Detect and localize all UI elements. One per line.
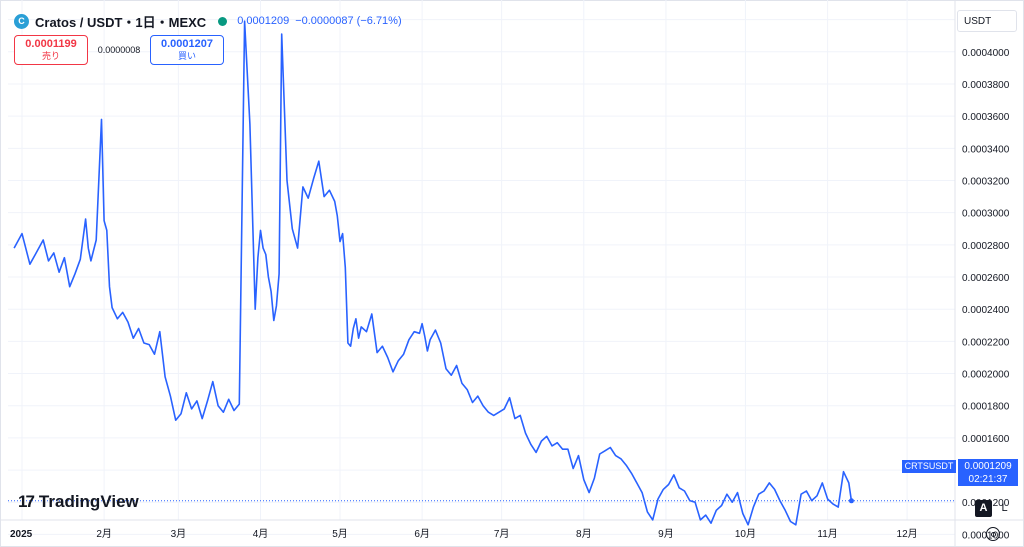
y-tick-label: 0.0002800 <box>962 241 1010 252</box>
buy-price: 0.0001207 <box>161 38 213 50</box>
bar-countdown: 02:21:37 <box>968 474 1008 485</box>
y-tick-label: 0.0003800 <box>962 80 1010 91</box>
cratos-coin-icon: C <box>14 13 29 29</box>
symbol-price-label: CRTSUSDT <box>902 460 956 473</box>
log-scale-button[interactable]: L <box>1001 502 1008 514</box>
x-tick-label: 6月 <box>414 528 430 540</box>
sell-button[interactable]: 0.0001199 売り <box>14 35 88 65</box>
last-price: 0.0001209 <box>237 15 290 27</box>
y-tick-label: 0.0001000 <box>962 530 1010 541</box>
y-tick-label: 0.0003600 <box>962 112 1010 123</box>
y-tick-label: 0.0002600 <box>962 273 1010 284</box>
y-tick-label: 0.0003000 <box>962 209 1010 220</box>
spread-value: 0.0000008 <box>97 45 141 55</box>
currency-selector[interactable]: USDT <box>957 10 1017 32</box>
x-tick-label: 3月 <box>171 528 187 540</box>
auto-scale-button[interactable]: A <box>975 500 992 517</box>
last-price-point <box>848 498 854 504</box>
y-tick-label: 0.0001800 <box>962 402 1010 413</box>
y-tick-label: 0.0003200 <box>962 176 1010 187</box>
sell-price: 0.0001199 <box>25 38 77 50</box>
market-status-icon <box>218 16 228 26</box>
symbol-title[interactable]: Cratos / USDT・1日・MEXC <box>35 14 207 30</box>
buy-label: 買い <box>177 51 196 61</box>
x-tick-label: 10月 <box>735 528 756 540</box>
x-tick-label: 2025 <box>10 529 33 540</box>
current-price-label: 0.0001209 02:21:37 <box>958 459 1018 486</box>
x-tick-label: 11月 <box>817 528 837 540</box>
y-tick-label: 0.0002200 <box>962 337 1010 348</box>
x-tick-label: 2月 <box>96 528 112 540</box>
y-tick-label: 0.0002400 <box>962 305 1010 316</box>
y-tick-label: 0.0002000 <box>962 370 1010 381</box>
x-tick-label: 5月 <box>332 528 348 540</box>
tradingview-icon: 17 <box>18 492 35 511</box>
price-change: −0.0000087 (−6.71%) <box>295 15 402 27</box>
x-tick-label: 7月 <box>494 528 510 540</box>
tradingview-logo[interactable]: 17 TradingView <box>18 492 139 512</box>
buy-button[interactable]: 0.0001207 買い <box>150 35 224 65</box>
logo-text: TradingView <box>38 492 139 511</box>
settings-gear-icon[interactable] <box>986 527 1000 541</box>
x-tick-label: 8月 <box>576 528 592 540</box>
price-series-line <box>13 20 853 526</box>
y-tick-label: 0.0004000 <box>962 48 1010 59</box>
x-tick-label: 4月 <box>253 528 269 540</box>
sell-label: 売り <box>41 51 60 61</box>
symbol-header[interactable]: C Cratos / USDT・1日・MEXC 0.0001209 −0.000… <box>14 12 402 30</box>
x-tick-label: 9月 <box>658 528 674 540</box>
x-tick-label: 12月 <box>897 528 918 540</box>
trade-panel: 0.0001199 売り 0.0000008 0.0001207 買い <box>14 35 224 65</box>
y-tick-label: 0.0003400 <box>962 144 1010 155</box>
current-price-value: 0.0001209 <box>964 461 1012 472</box>
y-tick-label: 0.0001600 <box>962 434 1010 445</box>
